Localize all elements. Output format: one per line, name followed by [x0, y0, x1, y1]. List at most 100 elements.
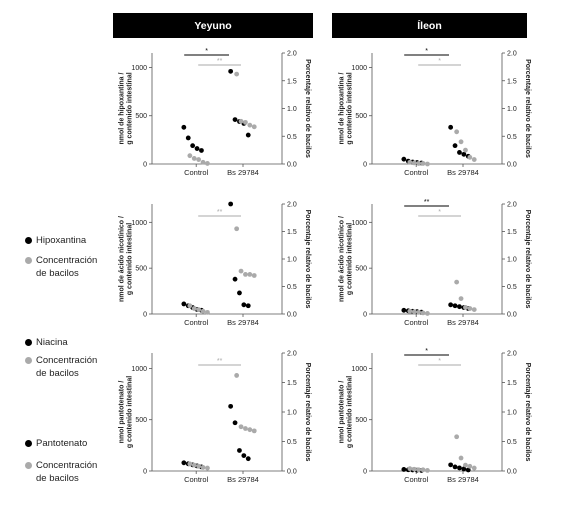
significance-label: *	[205, 48, 208, 55]
data-point	[245, 132, 251, 138]
data-point	[425, 161, 430, 167]
y-tick-label: 1000	[351, 220, 367, 227]
legend-marker	[25, 237, 32, 244]
data-point	[205, 309, 210, 315]
y2-axis-label: Porcentaje relativo de bacilos	[304, 363, 311, 462]
legend-hipoxantina: Hipoxantina	[25, 234, 106, 247]
y-tick-label: 0	[363, 312, 367, 319]
data-point	[238, 424, 244, 430]
data-point	[454, 129, 460, 135]
data-point	[238, 268, 244, 274]
y2-tick-label: 0.5	[507, 134, 517, 141]
data-point	[232, 276, 238, 282]
data-point	[458, 296, 464, 301]
y2-tick-label: 1.5	[287, 380, 297, 387]
y-axis-label-line: g contenido intestinal	[127, 223, 134, 295]
chart-panel-1: 0 500 1000 0.0 0.5 1.0 1.5 2.0 Control Bs 29784 nm…	[119, 48, 311, 177]
x-tick-label: Bs 29784	[227, 475, 259, 484]
y2-tick-label: 0.5	[507, 284, 517, 291]
x-tick-label: Bs 29784	[227, 168, 259, 177]
significance-label: **	[424, 199, 430, 206]
header-ileon: Íleon	[332, 13, 527, 38]
y-axis-label-line: g contenido intestinal	[347, 223, 354, 295]
legend: Hipoxantina Concentración de bacilos Nia…	[0, 0, 110, 509]
data-point	[228, 68, 234, 74]
data-point	[454, 279, 460, 285]
y-tick-label: 0	[363, 469, 367, 476]
y2-tick-label: 0.0	[287, 162, 297, 169]
y-axis-label: nmol de ácido nicotínico /g contenido in…	[339, 216, 354, 302]
data-point	[425, 311, 430, 316]
data-point	[228, 403, 234, 409]
y2-tick-label: 2.0	[507, 351, 517, 358]
data-point	[461, 466, 467, 472]
significance-label: *	[438, 58, 441, 65]
data-point	[457, 150, 462, 155]
data-point	[237, 290, 242, 296]
data-point	[191, 306, 197, 311]
y2-tick-label: 1.0	[507, 257, 517, 264]
significance-label: *	[438, 358, 441, 365]
legend-pantotenato: Pantotenato	[25, 437, 106, 450]
y2-axis-label: Porcentaje relativo de bacilos	[304, 210, 311, 309]
legend-label: Hipoxantina	[36, 235, 87, 246]
significance-label: *	[425, 48, 428, 55]
x-tick-label: Control	[404, 475, 429, 484]
data-point	[457, 465, 462, 471]
chart-panel-4: 0 500 1000 0.0 0.5 1.0 1.5 2.0 Control Bs 29784 nm…	[339, 199, 531, 327]
legend-label: Niacina	[36, 337, 68, 348]
data-point	[420, 310, 426, 316]
legend-niacina: Niacina	[25, 336, 106, 349]
y-axis-label-line: nmol de ácido nicotínico /	[339, 216, 346, 302]
y-tick-label: 1000	[351, 65, 367, 72]
data-point	[191, 462, 197, 468]
data-point	[196, 463, 202, 469]
y-tick-label: 1000	[131, 366, 147, 373]
data-point	[181, 124, 187, 130]
chart-panel-2: 0 500 1000 0.0 0.5 1.0 1.5 2.0 Control Bs 29784 nm…	[339, 48, 531, 177]
header-ileon-label: Íleon	[417, 19, 442, 32]
significance-label: *	[438, 209, 441, 216]
y2-tick-label: 1.5	[287, 78, 297, 85]
legend-bacilos-1: Concentración de bacilos	[25, 254, 106, 280]
data-point	[467, 463, 473, 469]
data-point	[420, 467, 426, 473]
data-point	[185, 135, 191, 141]
data-point	[245, 303, 251, 309]
y-tick-label: 0	[143, 469, 147, 476]
data-point	[247, 427, 253, 433]
data-point	[471, 465, 477, 471]
y2-tick-label: 1.0	[287, 410, 297, 417]
data-point	[228, 201, 234, 207]
y-tick-label: 0	[363, 162, 367, 169]
data-point	[243, 426, 248, 431]
data-point	[416, 467, 422, 473]
data-point	[448, 462, 454, 468]
header-yeyuno: Yeyuno	[113, 13, 313, 38]
legend-label: Concentración de bacilos	[36, 255, 98, 279]
legend-label: Concentración de bacilos	[36, 460, 98, 484]
data-point	[463, 462, 468, 468]
y2-tick-label: 2.0	[507, 202, 517, 209]
data-point	[416, 161, 422, 166]
data-point	[196, 307, 202, 312]
y2-tick-label: 1.5	[507, 78, 517, 85]
y-axis-label-line: nmol de ácido nicotínico /	[119, 216, 126, 302]
data-point	[232, 420, 238, 426]
data-point	[194, 146, 200, 151]
data-point	[181, 301, 187, 307]
data-point	[196, 157, 202, 162]
significance-label: *	[425, 348, 428, 355]
data-point	[241, 302, 247, 308]
data-point	[234, 71, 240, 77]
y-axis-label-line: g contenido intestinal	[127, 72, 134, 144]
data-point	[251, 273, 257, 278]
x-tick-label: Control	[404, 318, 429, 327]
y2-tick-label: 2.0	[287, 351, 297, 358]
data-point	[187, 153, 193, 159]
y2-tick-label: 1.0	[287, 106, 297, 113]
header-yeyuno-label: Yeyuno	[194, 19, 232, 32]
x-tick-label: Control	[184, 318, 209, 327]
legend-label: Pantotenato	[36, 438, 88, 449]
data-point	[452, 303, 458, 309]
